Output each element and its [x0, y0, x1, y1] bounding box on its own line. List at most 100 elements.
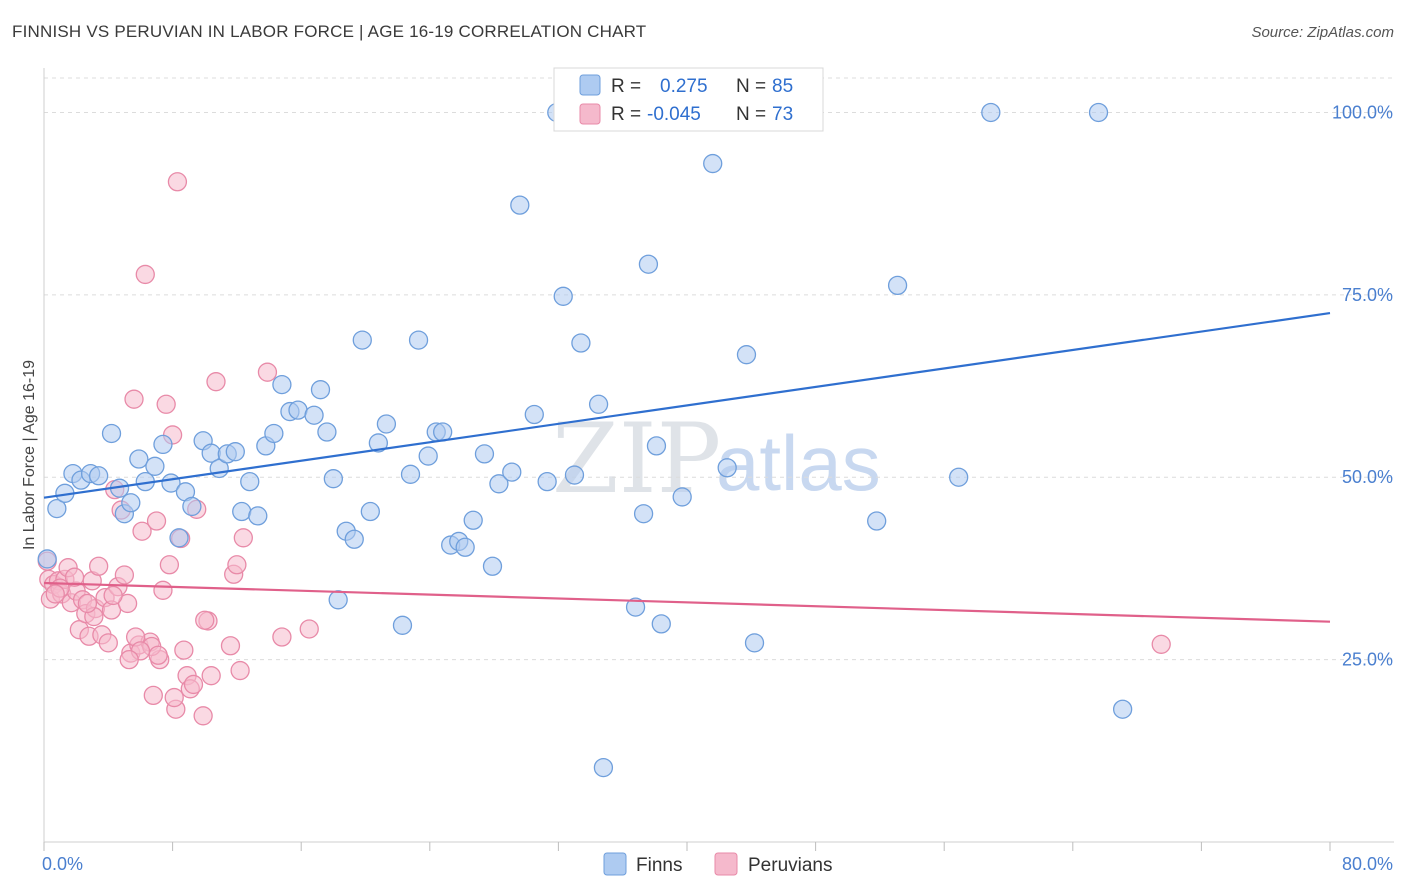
y-tick-label-0: 25.0%	[1342, 650, 1393, 670]
finns-point-57	[510, 195, 530, 215]
finns-point-52	[463, 510, 483, 530]
finns-point-65	[593, 757, 614, 778]
finns-point-13	[145, 456, 165, 476]
finns-point-53	[474, 444, 495, 464]
peruvians-point-35	[153, 580, 173, 600]
finns-point-7	[101, 423, 122, 444]
bottom-legend-finns-label: Finns	[636, 855, 682, 876]
finns-points	[37, 102, 1133, 778]
y-axis-label: In Labor Force | Age 16-19	[21, 360, 38, 550]
finns-point-35	[323, 469, 344, 489]
finns-point-45	[408, 330, 429, 350]
peruvians-point-61	[164, 687, 184, 708]
finns-point-18	[182, 496, 202, 517]
finns-point-36	[328, 590, 348, 610]
finns-point-82	[1112, 699, 1133, 719]
finns-point-31	[288, 400, 308, 420]
x-tick-label-1: 80.0%	[1342, 854, 1393, 874]
finns-point-71	[651, 614, 671, 634]
peruvians-point-54	[233, 528, 253, 548]
finns-point-48	[433, 422, 453, 442]
finns-trend-line	[43, 312, 1331, 499]
finns-point-38	[344, 529, 364, 549]
peruvians-point-55	[257, 362, 278, 382]
legend-finns-swatch	[579, 74, 601, 96]
y-tick-label-3: 100.0%	[1332, 102, 1393, 122]
peruvians-point-27	[124, 389, 144, 409]
bottom-legend-peruvians-label: Peruvians	[748, 855, 833, 876]
axes	[43, 68, 1394, 851]
finns-point-28	[264, 423, 284, 444]
peruvians-point-32	[143, 685, 163, 706]
legend-peruvians-n-label: N =	[736, 104, 766, 125]
finns-point-59	[537, 471, 557, 492]
finns-point-26	[248, 506, 268, 526]
chart-title: FINNISH VS PERUVIAN IN LABOR FORCE | AGE…	[12, 22, 647, 41]
legend-peruvians-swatch	[579, 103, 601, 125]
finns-point-67	[625, 597, 646, 617]
finns-point-33	[310, 380, 331, 400]
peruvians-point-37	[159, 555, 180, 575]
finns-point-79	[949, 467, 969, 487]
finns-point-69	[638, 254, 659, 274]
y-tick-labels: 25.0% 50.0% 75.0% 100.0%	[1332, 102, 1393, 669]
peruvians-point-24	[114, 565, 135, 585]
finns-point-23	[225, 442, 245, 462]
peruvians-point-52	[227, 555, 247, 575]
finns-point-72	[672, 487, 692, 507]
finns-point-24	[232, 501, 252, 522]
finns-point-39	[352, 330, 372, 350]
watermark-zip: ZIP	[552, 403, 721, 515]
peruvians-point-71	[119, 649, 139, 670]
x-tick-label-0: 0.0%	[42, 854, 83, 874]
legend-peruvians-n-value: 73	[772, 104, 793, 125]
finns-point-64	[588, 394, 609, 414]
finns-point-34	[317, 422, 337, 442]
peruvians-point-49	[206, 372, 226, 392]
finns-point-63	[571, 333, 591, 353]
finns-point-16	[169, 528, 189, 548]
peruvians-point-50	[220, 636, 241, 656]
peruvians-point-72	[1151, 634, 1171, 654]
peruvians-point-42	[174, 640, 194, 660]
finns-point-43	[392, 615, 413, 635]
peruvians-point-53	[230, 660, 250, 681]
finns-point-58	[524, 404, 544, 425]
finns-point-74	[717, 458, 737, 478]
legend-finns-r-value: 0.275	[660, 76, 708, 97]
finns-point-51	[455, 537, 475, 557]
peruvians-point-40	[167, 172, 188, 192]
finns-point-42	[376, 414, 397, 434]
source-credit: Source: ZipAtlas.com	[1251, 24, 1394, 41]
peruvians-point-46	[193, 706, 213, 726]
peruvians-point-56	[272, 627, 292, 647]
legend-peruvians-r-label: R =	[611, 104, 641, 125]
peruvians-point-25	[117, 593, 138, 614]
legend-finns-n-value: 85	[772, 76, 793, 97]
peruvians-point-70	[45, 584, 65, 604]
peruvians-point-30	[135, 264, 155, 285]
watermark-atlas: atlas	[716, 419, 881, 507]
peruvians-trend-line	[43, 581, 1331, 623]
finns-point-25	[240, 471, 260, 492]
peruvians-point-57	[299, 619, 319, 639]
finns-point-81	[1088, 102, 1109, 123]
finns-point-46	[418, 446, 438, 466]
peruvians-point-62	[183, 674, 204, 695]
finns-point-14	[153, 434, 173, 455]
peruvians-point-65	[103, 585, 123, 606]
finns-point-32	[304, 405, 324, 425]
bottom-legend-peruvians-swatch	[714, 852, 738, 876]
finns-point-61	[553, 286, 573, 306]
peruvians-point-19	[98, 633, 118, 653]
finns-point-75	[736, 345, 757, 365]
legend-peruvians-r-value: -0.045	[647, 104, 701, 125]
finns-point-1	[47, 498, 67, 519]
trend-lines	[43, 312, 1331, 623]
legend-finns-r-label: R =	[611, 76, 641, 97]
watermark: ZIP atlas	[552, 403, 881, 515]
finns-point-10	[121, 493, 141, 513]
finns-point-78	[887, 275, 908, 296]
bottom-legend-finns-swatch	[603, 852, 627, 876]
